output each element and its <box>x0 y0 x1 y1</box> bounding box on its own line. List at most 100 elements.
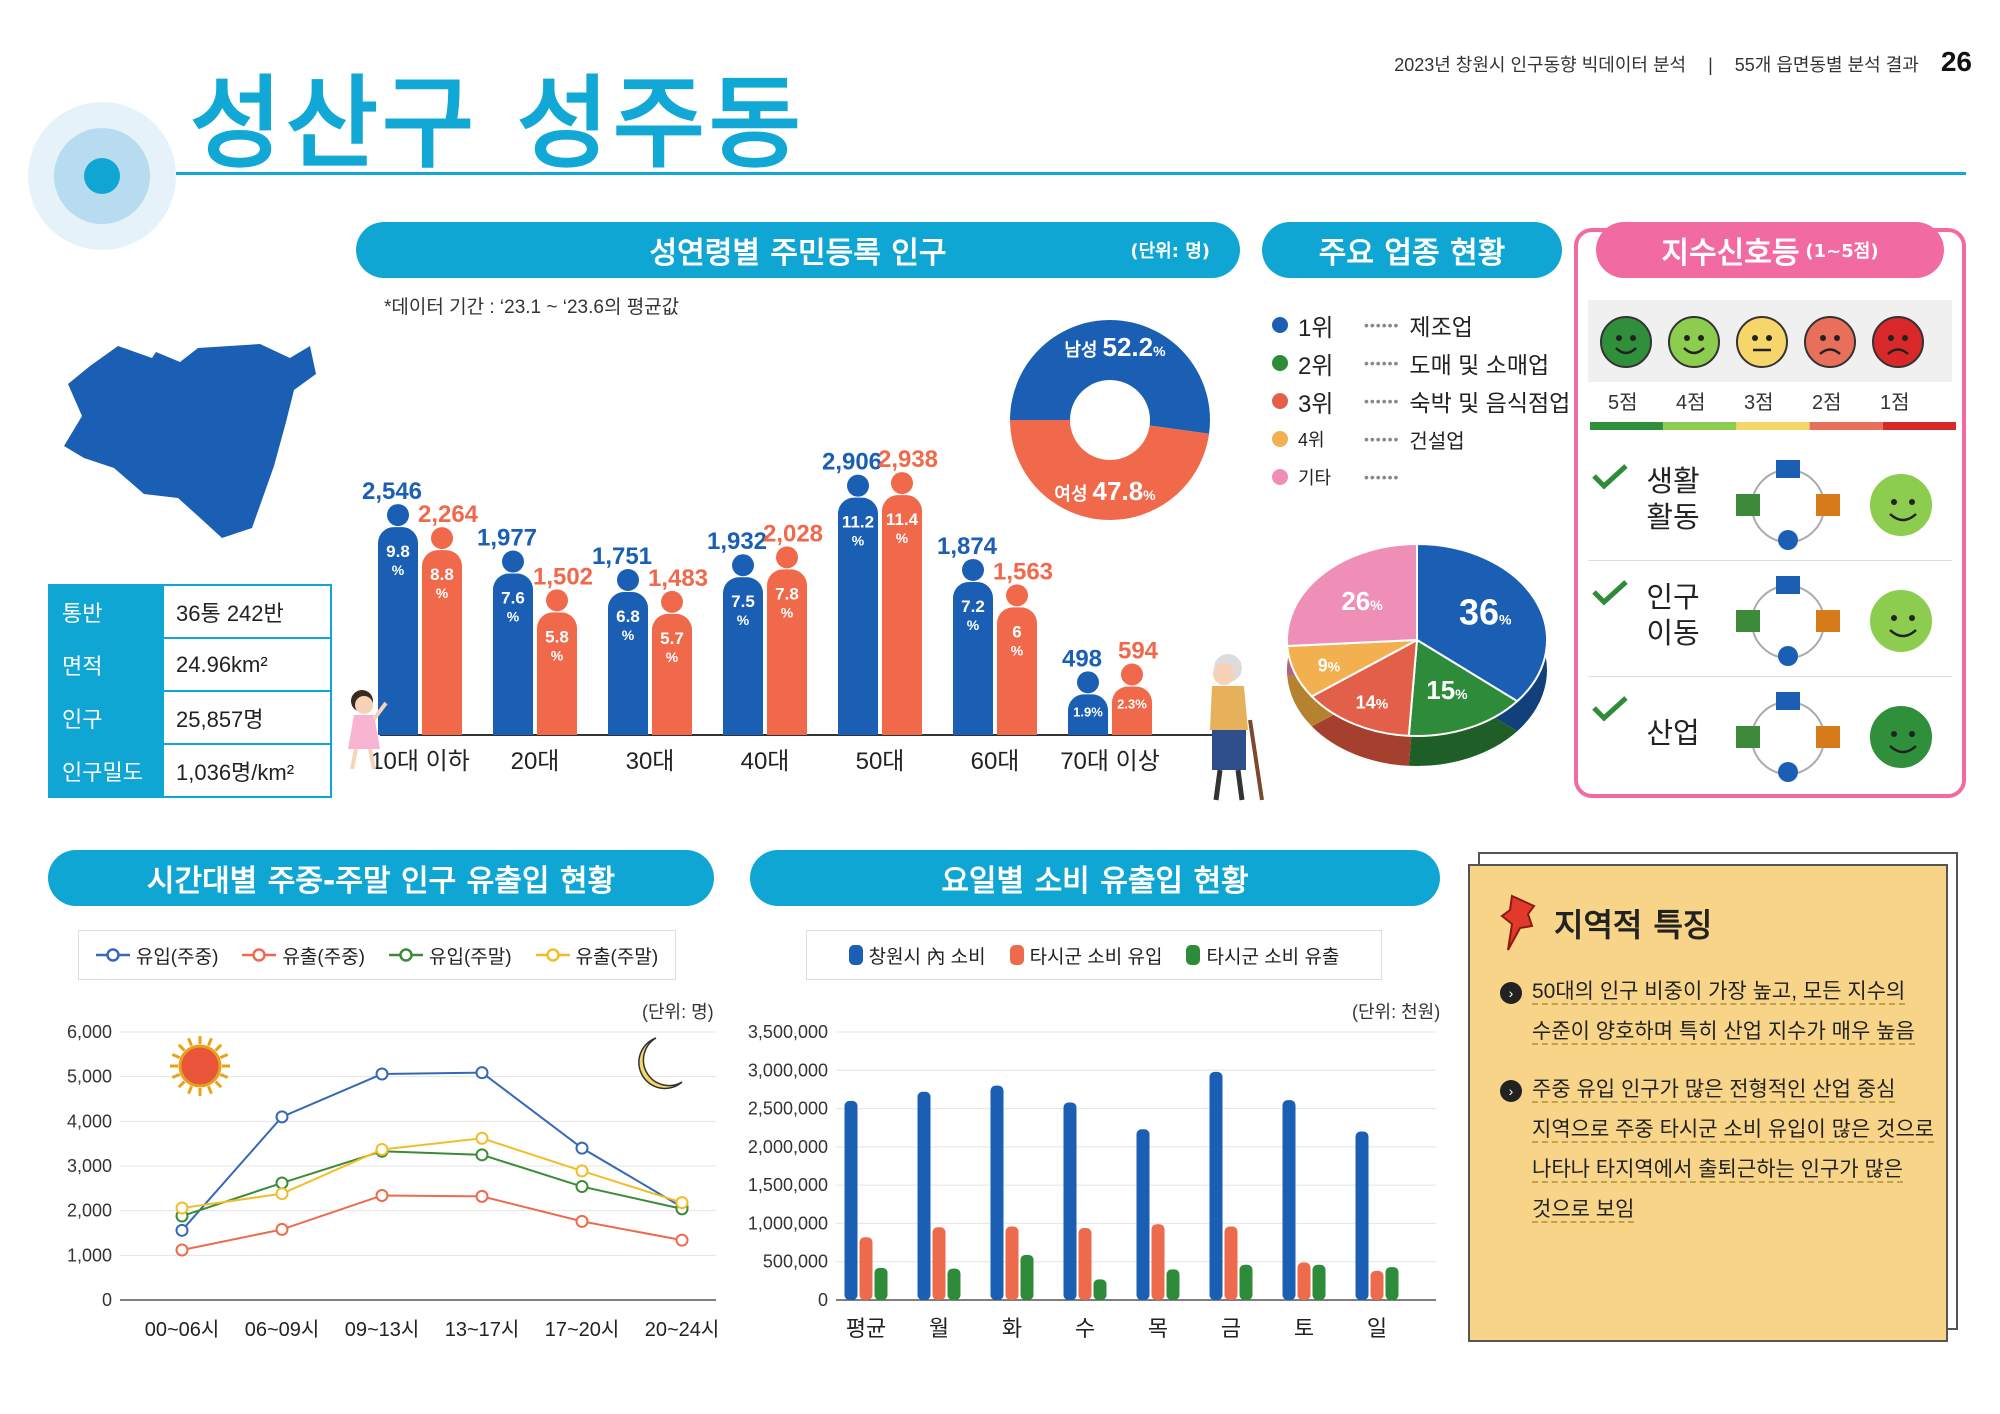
y-tick-label: 1,000 <box>67 1245 112 1265</box>
data-point <box>375 1142 389 1156</box>
bar <box>990 1085 1004 1300</box>
rank-dot-icon <box>1272 393 1288 409</box>
x-tick-label: 금 <box>1221 1316 1241 1341</box>
value-label: 594 <box>1118 637 1159 664</box>
legend-item: 유입(주중) <box>95 942 219 969</box>
data-point <box>375 1067 389 1081</box>
feature-text: 50대의 인구 비중이 가장 높고, 모든 지수의 <box>1532 980 1906 1005</box>
signal-heading: 지수신호등 (1~5점) <box>1596 222 1944 278</box>
bar <box>1063 1102 1077 1300</box>
rank-label: 4위 <box>1298 430 1325 450</box>
legend-item: 유입(주말) <box>389 942 512 969</box>
bar-head <box>502 550 524 573</box>
signal-face-icon <box>1736 316 1788 368</box>
bar-head <box>1077 671 1099 694</box>
x-tick-label: 토 <box>1294 1316 1314 1341</box>
x-tick-label: 00~06시 <box>145 1319 220 1341</box>
age-gender-chart: 2,546 9.8% 2,264 8.8% 10대 이하 1,977 7.6% 1,502 5.… <box>348 446 1264 801</box>
legend-label: 유입(주중) <box>135 946 219 968</box>
bar-fill <box>838 513 878 735</box>
data-point <box>475 1148 489 1162</box>
bar <box>859 1237 873 1300</box>
data-point <box>475 1131 489 1145</box>
signal-bar-segment <box>1882 422 1956 430</box>
bar-head <box>431 527 453 550</box>
bar-fill <box>997 623 1037 735</box>
rank-leader: •••••• <box>1364 431 1400 447</box>
value-label: 2,546 <box>362 478 422 505</box>
day-heading: 요일별 소비 유출입 현황 <box>750 850 1440 906</box>
value-label: 1,751 <box>592 543 652 570</box>
feature-line: 수준이 양호하며 특히 산업 지수가 매우 높음 <box>1532 1012 1940 1052</box>
bar <box>1166 1269 1180 1300</box>
pct-label: 11.2 <box>842 513 874 532</box>
data-point <box>575 1141 589 1155</box>
bar-fill <box>767 585 807 735</box>
data-point <box>275 1187 289 1201</box>
time-unit: (단위: 명) <box>642 1002 714 1022</box>
rank-leader: •••••• <box>1364 317 1400 333</box>
value-label: 1,874 <box>937 533 998 560</box>
section-title: 55개 읍면동별 분석 결과 <box>1734 55 1919 75</box>
signal-bar-segment <box>1663 422 1737 430</box>
pie-label: 15% <box>1426 675 1468 705</box>
signal-result-face-icon <box>1868 588 1934 654</box>
page-header: 2023년 창원시 인구동향 빅데이터 분석 | 55개 읍면동별 분석 결과 … <box>1394 46 1972 77</box>
rank-industry-name: 건설업 <box>1409 430 1465 453</box>
features-heading: 지역적 특징 <box>1554 906 1713 944</box>
signal-label-line1: 생활 <box>1646 466 1700 498</box>
pct-unit: % <box>967 617 980 633</box>
pie-label: 36% <box>1459 591 1512 632</box>
signal-item: 산업 <box>1578 686 1962 796</box>
bar-head <box>962 558 984 581</box>
value-label: 498 <box>1062 645 1102 672</box>
bar-fill <box>1112 702 1152 735</box>
feature-item: › 주중 유입 인구가 많은 전형적인 산업 중심 지역으로 주중 타시군 소비 유… <box>1500 1070 1940 1230</box>
pushpin-icon <box>1500 894 1536 951</box>
x-tick-label: 17~20시 <box>545 1319 620 1341</box>
legend-item: 유출(주말) <box>535 942 658 969</box>
feature-text: 수준이 양호하며 특히 산업 지수가 매우 높음 <box>1532 1020 1915 1045</box>
y-tick-label: 1,500,000 <box>748 1175 828 1195</box>
signal-face-icon <box>1668 316 1720 368</box>
bar-head <box>387 504 409 527</box>
y-tick-label: 3,000,000 <box>748 1060 828 1080</box>
target-circle-icon <box>28 102 176 250</box>
feature-line: 50대의 인구 비중이 가장 높고, 모든 지수의 <box>1532 972 1940 1012</box>
industry-rank-item: 기타 •••••• <box>1272 458 1572 496</box>
child-figure-icon <box>348 690 388 770</box>
bar-fill <box>953 597 993 735</box>
rank-industry-name: 제조업 <box>1409 314 1473 340</box>
pct-label: 7.5 <box>731 592 755 611</box>
signal-item-label: 산업 <box>1638 716 1708 752</box>
value-label: 1,977 <box>477 525 537 552</box>
bar-fill <box>723 593 763 735</box>
bar <box>1020 1254 1034 1300</box>
bar-head <box>776 546 798 569</box>
day-consumption-chart: 0 500,000 1,000,000 1,500,000 2,000,000 2,500… <box>748 1022 1436 1341</box>
info-row: 인구밀도 1,036명/km² <box>48 743 332 798</box>
arrow-bullet-icon: › <box>1500 1080 1522 1102</box>
donut-label: 여성 47.8% <box>1054 476 1156 506</box>
feature-text: 나타나 타지역에서 출퇴근하는 인구가 많은 <box>1532 1158 1904 1183</box>
bar-head <box>847 474 869 497</box>
pct-label: 8.8 <box>430 565 454 584</box>
legend-label: 타시군 소비 유출 <box>1206 946 1340 968</box>
legend-line-icon <box>535 948 570 962</box>
pct-label: 5.8 <box>545 627 569 646</box>
value-label: 1,483 <box>648 565 708 592</box>
signal-divider <box>1588 560 1952 561</box>
pct-unit: % <box>896 530 909 546</box>
pct-label: 6.8 <box>616 607 640 626</box>
signal-score-label: 5점 <box>1608 392 1638 414</box>
bar <box>1224 1226 1238 1300</box>
industry-rank-list: 1위 •••••• 제조업 2위 •••••• 도매 및 소매업 3위 •••••• 숙박 및 … <box>1272 306 1572 496</box>
category-label: 10대 이하 <box>370 748 470 775</box>
x-tick-label: 수 <box>1075 1316 1095 1341</box>
pct-label: 7.6 <box>501 589 525 608</box>
rank-industry-name: 숙박 및 음식점업 <box>1409 390 1571 416</box>
bar <box>1282 1100 1296 1300</box>
x-tick-label: 월 <box>929 1316 949 1341</box>
pie-slice <box>1286 542 1418 648</box>
